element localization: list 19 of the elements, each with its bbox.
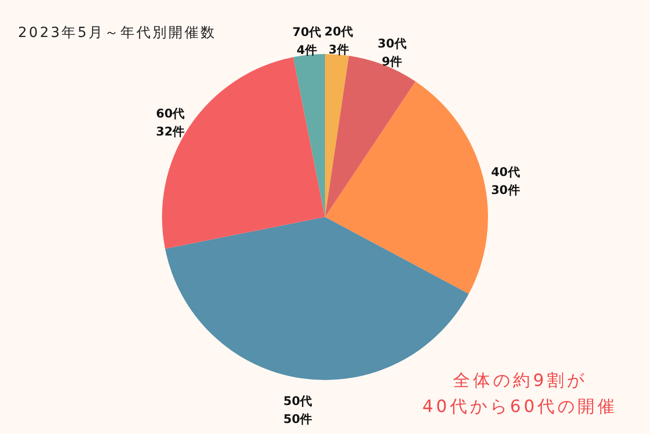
pie-slice <box>293 54 325 217</box>
text: 40代から60代の開催 <box>421 396 619 419</box>
slice-label: 30代 <box>378 36 406 50</box>
data-label: 32件 <box>156 124 185 139</box>
pie-slice <box>325 81 488 294</box>
slice-label: 50代 <box>283 394 312 408</box>
chart-title: 2023年5月～年代別開催数 <box>18 24 217 42</box>
slice-label: 60代 <box>156 106 185 121</box>
text: 全体の約9割が <box>452 370 588 393</box>
pie-slice <box>325 54 349 217</box>
slice-label: 70代 <box>292 24 322 39</box>
data-label: 4件 <box>296 42 317 57</box>
pie-slice <box>325 56 416 217</box>
slice-label: 40代 <box>491 164 520 179</box>
slice-label: 20代 <box>324 24 354 39</box>
data-label: 30件 <box>491 182 520 197</box>
data-label: 3件 <box>328 42 349 57</box>
data-label: 50件 <box>283 412 312 426</box>
data-label: 9件 <box>382 54 402 68</box>
